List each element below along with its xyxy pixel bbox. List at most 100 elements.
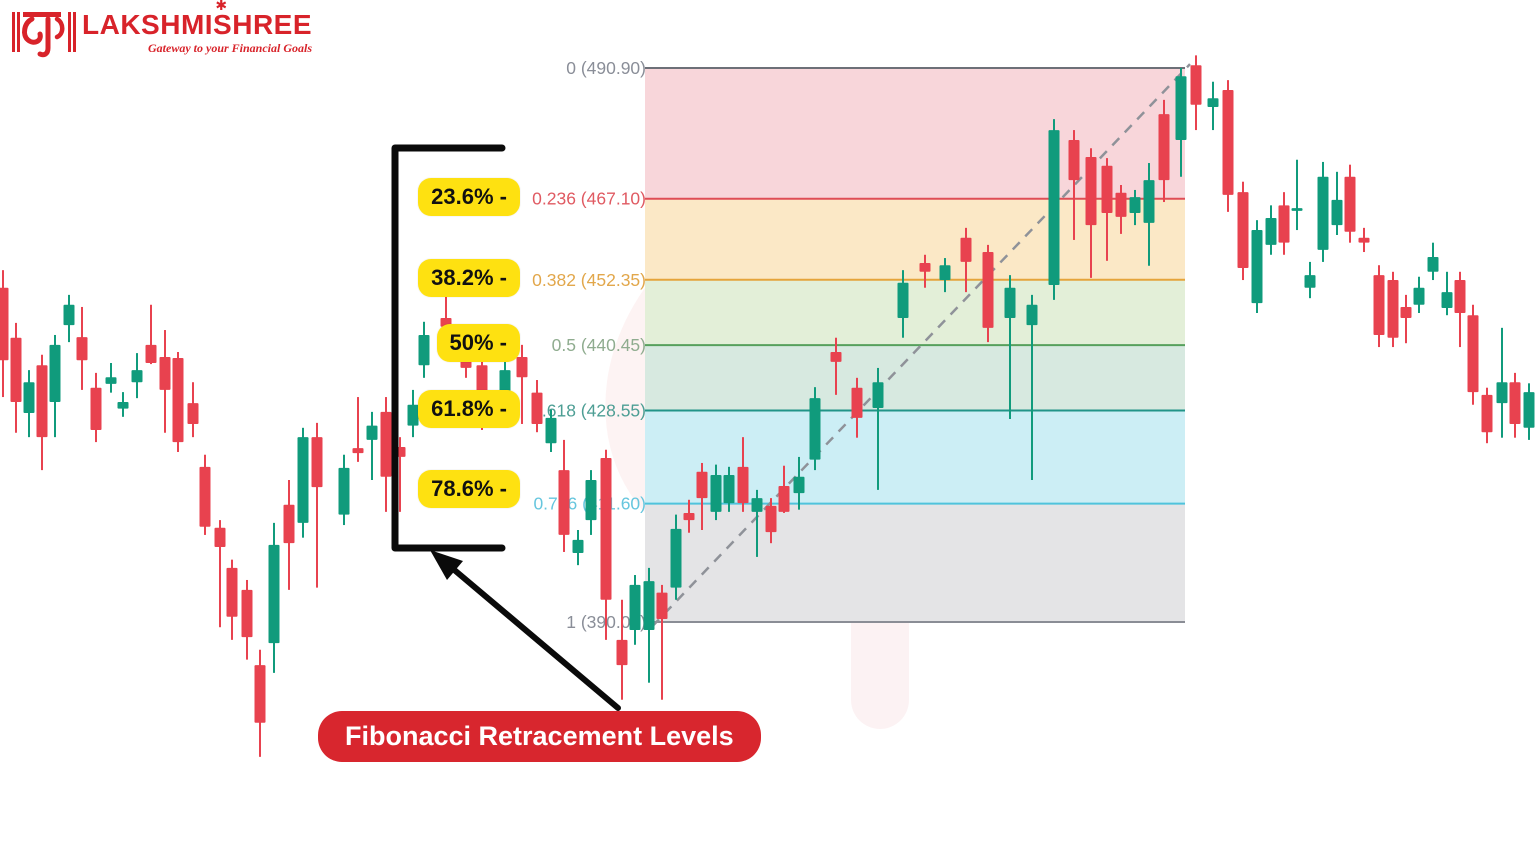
candle-body (629, 584, 641, 630)
candle-down (558, 439, 570, 552)
candle-up (1523, 383, 1535, 440)
candle-body (1237, 192, 1249, 268)
candle-body (1207, 98, 1219, 108)
candle-down (1115, 185, 1127, 234)
candle-up (809, 387, 821, 471)
candle-body (696, 471, 708, 499)
candle-up (629, 575, 641, 645)
fib-band-0.618 (645, 410, 1185, 504)
candle-body (751, 498, 763, 512)
brand-tagline: Gateway to your Financial Goals (148, 41, 313, 56)
candle-body (1129, 197, 1141, 214)
candle-down (1509, 372, 1521, 438)
candle-down (187, 382, 199, 438)
candle-body (723, 475, 735, 504)
candle-body (616, 639, 628, 666)
candle-body (76, 337, 88, 361)
candle-body (897, 282, 909, 318)
candle-up (939, 258, 951, 293)
candle-body (1291, 208, 1303, 211)
candle-up (585, 470, 597, 535)
brand-name: LAKSHMISHREE (82, 9, 313, 40)
candle-body (145, 344, 157, 363)
candle-body (1278, 205, 1290, 243)
candle-down (919, 254, 931, 288)
candle-down (159, 330, 171, 433)
candle-body (1400, 306, 1412, 318)
candle-up (1331, 171, 1343, 235)
candle-down (226, 559, 238, 640)
candle-body (338, 467, 350, 515)
candle-down (1101, 158, 1113, 261)
candle-down (214, 520, 226, 628)
flower-star-icon: ✱ (215, 0, 228, 13)
candle-up (1441, 271, 1453, 316)
candle-body (1190, 65, 1202, 105)
candle-body (830, 352, 842, 362)
candle-up (1304, 261, 1316, 299)
candle-down (600, 449, 612, 640)
candle-down (76, 306, 88, 390)
candle-up (1265, 205, 1277, 255)
candle-body (572, 539, 584, 554)
candle-down (1373, 265, 1385, 348)
candle-body (49, 344, 61, 402)
candle-body (226, 567, 238, 617)
brand-logo: ✱ LAKSHMISHREE Gateway to your Financial… (12, 0, 313, 62)
candle-body (982, 252, 994, 328)
candle-body (199, 466, 211, 527)
fib-title-badge: Fibonacci Retracement Levels (318, 711, 761, 762)
candle-up (751, 489, 763, 557)
candle-body (1251, 230, 1263, 304)
fib-chip-50: 50% - (436, 324, 520, 363)
fib-level-label: 0.236 (467.10) (532, 189, 646, 209)
candle-body (939, 265, 951, 281)
candle-up (872, 367, 884, 490)
candle-up (545, 409, 557, 452)
candle-body (793, 476, 805, 494)
candle-body (1387, 280, 1399, 338)
candle-body (1331, 199, 1343, 226)
candle-body (254, 665, 266, 723)
candle-body (1496, 382, 1508, 404)
candle-down (1387, 271, 1399, 348)
candle-down (960, 227, 972, 293)
candle-up (1143, 163, 1155, 266)
candle-body (352, 448, 364, 454)
fib-band-0.5 (645, 345, 1185, 411)
candle-body (1158, 114, 1170, 181)
candle-up (572, 529, 584, 566)
candle-up (268, 522, 280, 673)
candle-up (1251, 220, 1263, 314)
candle-up (1413, 276, 1425, 314)
candle-up (710, 464, 722, 521)
candle-body (809, 398, 821, 460)
fib-level-label: 0.382 (452.35) (532, 270, 646, 290)
candle-body (737, 466, 749, 504)
candle-down (1344, 164, 1356, 243)
candle-body (117, 401, 129, 409)
candle-down (1085, 148, 1097, 278)
candle-down (616, 599, 628, 700)
bracket-annotation (391, 144, 506, 552)
candle-down (1358, 227, 1370, 253)
candle-body (1068, 139, 1080, 181)
candle-body (214, 527, 226, 548)
candle-up (338, 454, 350, 526)
candle-up (1291, 159, 1303, 231)
candle-body (1358, 237, 1370, 243)
candle-body (311, 437, 323, 488)
candle-down (311, 422, 323, 588)
candle-down (531, 380, 543, 433)
candle-down (254, 649, 266, 757)
candle-down (1222, 80, 1234, 212)
candle-up (670, 514, 682, 600)
fib-chip-38-2: 38.2% - (418, 258, 520, 297)
candle-body (1101, 165, 1113, 214)
candle-down (10, 322, 22, 433)
candle-down (656, 584, 668, 700)
candle-down (1467, 304, 1479, 405)
candle-up (1427, 242, 1439, 281)
candle-body (499, 370, 511, 395)
candle-up (117, 392, 129, 417)
